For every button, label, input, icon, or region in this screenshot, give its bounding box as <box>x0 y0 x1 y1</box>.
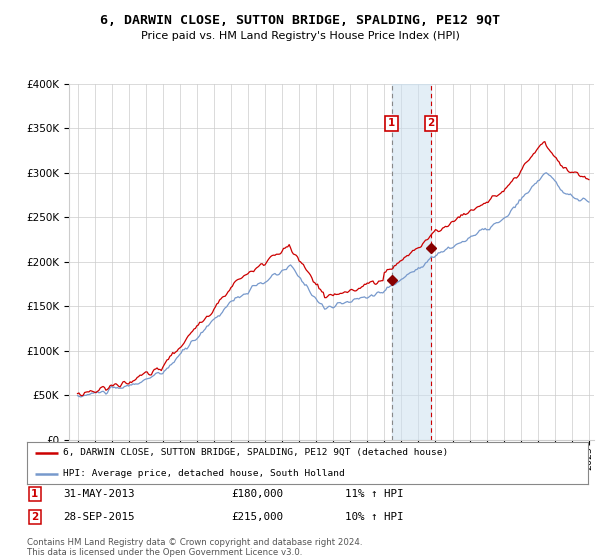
Text: £180,000: £180,000 <box>231 489 283 499</box>
Text: 2: 2 <box>31 512 38 522</box>
Text: 2: 2 <box>428 118 435 128</box>
Text: HPI: Average price, detached house, South Holland: HPI: Average price, detached house, Sout… <box>64 469 345 478</box>
Bar <box>392 84 431 440</box>
Text: Contains HM Land Registry data © Crown copyright and database right 2024.
This d: Contains HM Land Registry data © Crown c… <box>27 538 362 557</box>
Text: 1: 1 <box>388 118 395 128</box>
Text: £215,000: £215,000 <box>231 512 283 522</box>
Text: 6, DARWIN CLOSE, SUTTON BRIDGE, SPALDING, PE12 9QT (detached house): 6, DARWIN CLOSE, SUTTON BRIDGE, SPALDING… <box>64 449 449 458</box>
Text: 28-SEP-2015: 28-SEP-2015 <box>63 512 134 522</box>
Text: 10% ↑ HPI: 10% ↑ HPI <box>345 512 404 522</box>
Text: 11% ↑ HPI: 11% ↑ HPI <box>345 489 404 499</box>
Text: Price paid vs. HM Land Registry's House Price Index (HPI): Price paid vs. HM Land Registry's House … <box>140 31 460 41</box>
Text: 1: 1 <box>31 489 38 499</box>
Text: 31-MAY-2013: 31-MAY-2013 <box>63 489 134 499</box>
Text: 6, DARWIN CLOSE, SUTTON BRIDGE, SPALDING, PE12 9QT: 6, DARWIN CLOSE, SUTTON BRIDGE, SPALDING… <box>100 14 500 27</box>
